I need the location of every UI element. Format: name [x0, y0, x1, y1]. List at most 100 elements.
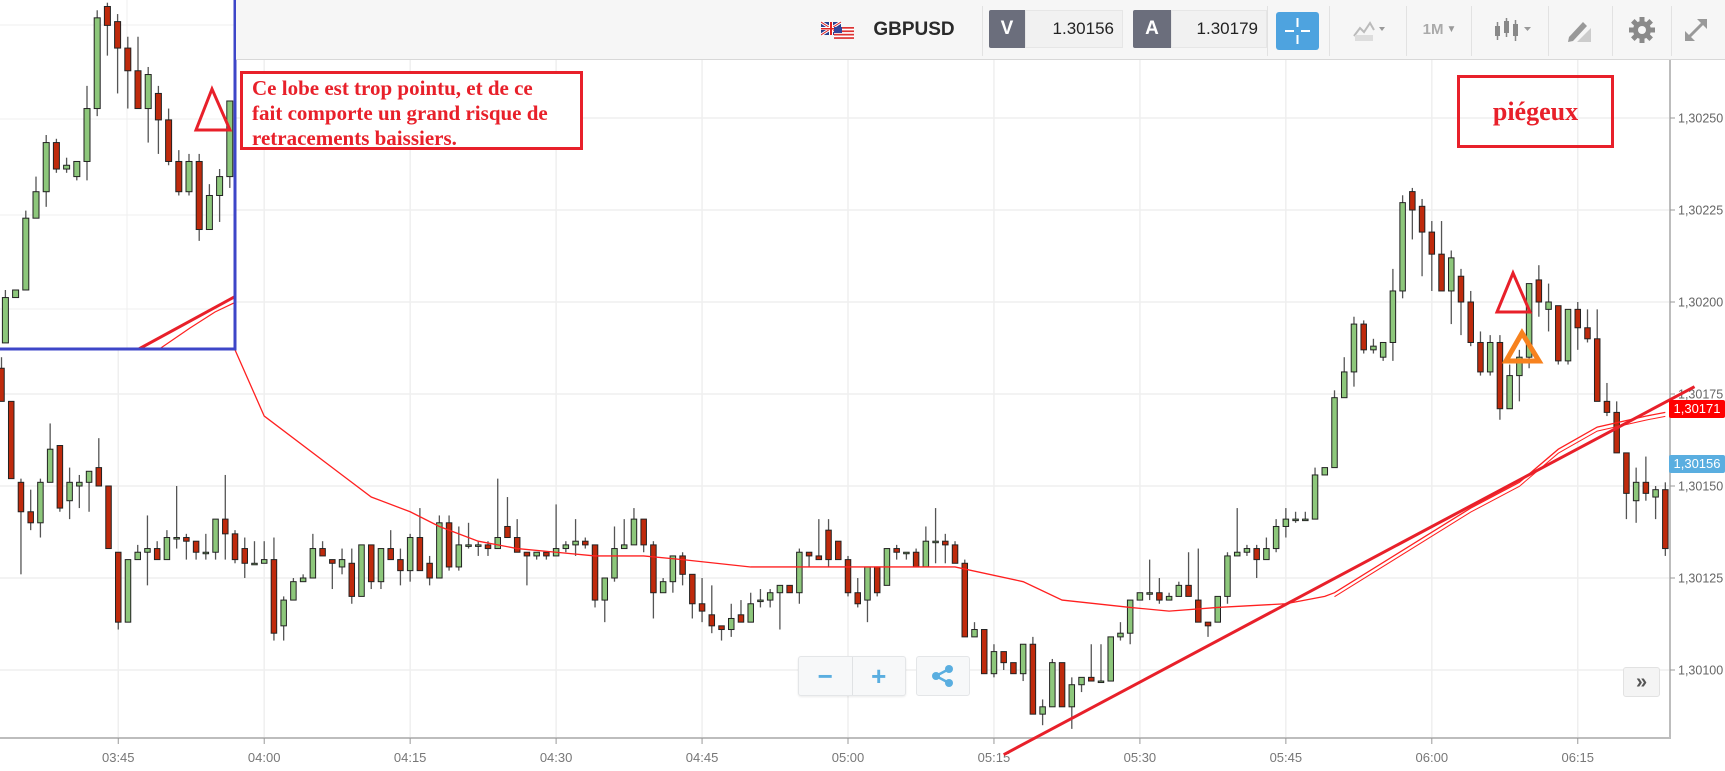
candle-style-button[interactable]: [1488, 0, 1538, 59]
candle: [786, 584, 793, 594]
candle-body-up: [562, 544, 570, 550]
candles: [0, 187, 1669, 729]
candle-body-up: [747, 603, 754, 623]
candle-body-down: [153, 548, 161, 561]
trendline[interactable]: [1002, 385, 1696, 756]
x-axis-labels: 03:45 04:00 04:15 04:30 04:45 05:00 05:15 05:30…: [102, 738, 1594, 765]
candle-body-down: [951, 544, 959, 564]
settings-button[interactable]: [1626, 0, 1658, 59]
candle: [1165, 592, 1173, 601]
candle-body-down: [504, 525, 511, 539]
candle: [260, 541, 268, 564]
candle: [796, 548, 803, 604]
candle-body-down: [192, 540, 200, 553]
inset-candle: [205, 184, 213, 231]
candle: [893, 544, 900, 560]
candle-body-down: [1010, 662, 1017, 675]
candle-body-down: [1409, 191, 1416, 211]
chart-type-icon: [1353, 20, 1385, 41]
inset-border: [0, 0, 237, 351]
candle-body-up: [1107, 636, 1114, 682]
inset-candle: [124, 36, 132, 109]
bid-price-button[interactable]: V 1.30156: [989, 10, 1123, 48]
candle-body-up: [494, 537, 501, 550]
candle: [533, 551, 540, 560]
candle-body-up: [1632, 481, 1640, 502]
candle: [241, 537, 248, 578]
ask-price-button[interactable]: A 1.30179: [1133, 10, 1267, 48]
draw-tools-button[interactable]: [1564, 0, 1594, 59]
candle: [630, 508, 638, 546]
candle-body-down: [175, 160, 183, 193]
candle-body-up: [1379, 341, 1387, 358]
symbol-name[interactable]: GBPUSD: [873, 18, 955, 40]
share-button[interactable]: [916, 656, 970, 696]
candle-body-down: [1496, 341, 1504, 410]
candle: [689, 573, 696, 619]
timeframe-button[interactable]: 1M ▼: [1417, 0, 1462, 59]
candle-body-down: [805, 551, 813, 557]
candle: [640, 518, 647, 553]
candle-body-up: [37, 481, 44, 524]
candle: [7, 400, 15, 480]
candle-body-down: [1477, 341, 1484, 373]
candle-body-down: [416, 537, 424, 572]
candle: [1175, 581, 1183, 597]
toolbar: GBPUSD V 1.30156 A 1.30179 1M ▼: [236, 0, 1725, 60]
candle: [1350, 316, 1358, 387]
candle: [903, 551, 910, 560]
y-tick-label: 1,30150: [1678, 480, 1723, 494]
candle: [873, 566, 881, 597]
candle: [990, 644, 998, 678]
inset-candle: [73, 160, 81, 181]
trendline-line[interactable]: [1002, 385, 1696, 756]
inset-candle: [32, 176, 40, 219]
candle-body-down: [105, 485, 112, 550]
candle: [37, 478, 44, 538]
candle-body-down: [912, 551, 920, 568]
pencil-icon: [1568, 21, 1591, 42]
candle: [416, 508, 424, 572]
candle-body-up: [260, 559, 268, 564]
candle-body-up: [1545, 301, 1552, 310]
candle-body-up: [611, 548, 618, 579]
candle: [513, 519, 521, 553]
candle-body-down: [893, 548, 900, 553]
candle: [251, 541, 258, 566]
crosshair-button[interactable]: [1276, 12, 1319, 50]
candle: [757, 589, 764, 608]
candle-body-up: [1233, 551, 1241, 557]
candle-body-down: [1623, 452, 1630, 494]
candle: [1584, 309, 1591, 343]
chart-type-button[interactable]: [1344, 0, 1394, 59]
candle-body-up: [1292, 518, 1299, 522]
candle-body-down: [1603, 400, 1611, 413]
inset-candle: [93, 10, 101, 117]
candle-body-down: [134, 70, 142, 110]
candle: [231, 530, 239, 564]
candle-body-down: [718, 625, 725, 631]
candle-body-up: [93, 17, 101, 110]
candle: [815, 519, 823, 561]
inset-candle: [1, 289, 9, 344]
candle: [299, 574, 307, 583]
candle-body-up: [1272, 525, 1280, 550]
zoom-in-button[interactable]: +: [851, 657, 906, 695]
candle: [192, 540, 200, 560]
scroll-to-latest-button[interactable]: »: [1623, 667, 1660, 697]
x-tick-label: 05:15: [978, 750, 1011, 765]
candle: [85, 470, 93, 512]
candle: [56, 445, 64, 512]
candle-body-up: [280, 599, 287, 627]
candle: [1623, 452, 1630, 520]
zoom-out-button[interactable]: −: [817, 660, 833, 691]
candle-body-down: [1360, 323, 1367, 351]
candle-body-down: [815, 555, 823, 561]
candle: [951, 541, 959, 564]
candle: [163, 530, 171, 561]
candle: [971, 622, 978, 638]
candle: [1360, 320, 1367, 354]
candle: [980, 629, 988, 675]
fullscreen-button[interactable]: [1676, 0, 1716, 59]
